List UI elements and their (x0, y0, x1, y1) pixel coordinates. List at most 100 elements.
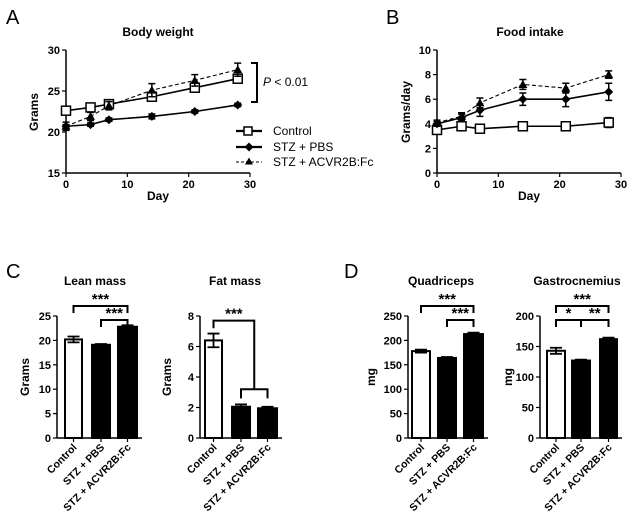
y-tick-label: 0 (425, 168, 431, 180)
legend-label: Control (273, 124, 312, 138)
y-tick-label: 2 (425, 143, 431, 155)
y-tick-label: 0 (528, 433, 534, 445)
error-bar (550, 346, 562, 355)
chart-title: Quadriceps (408, 274, 474, 288)
x-axis-label: Day (518, 189, 540, 203)
y-tick-label: 20 (39, 335, 51, 347)
panel-b-food-intake: Food intake Grams/day Day 0 2 4 6 8 10 0 10 20 30 (399, 25, 627, 203)
data-point-triangle (61, 121, 71, 130)
x-tick-label: 30 (615, 179, 627, 191)
series-stz-acvr2b-fc (61, 62, 243, 132)
y-tick-label: 6 (188, 342, 194, 354)
panel-letter-c: C (6, 261, 20, 283)
bar-stz-acvr2b-fc (463, 333, 484, 439)
y-tick-label: 10 (419, 45, 431, 57)
series-line (65, 69, 238, 127)
data-point-triangle (86, 111, 96, 120)
y-axis-label: Grams/day (399, 81, 413, 143)
data-point-diamond (233, 100, 243, 110)
significance-label: * (566, 305, 572, 322)
y-tick-label: 0 (45, 433, 51, 445)
data-point-triangle (604, 70, 614, 79)
p-threshold: < 0.01 (271, 75, 308, 89)
panel-letter-d: D (344, 261, 358, 283)
p-value-annotation: P < 0.01 (263, 75, 308, 89)
error-bar (441, 356, 453, 360)
data-point-triangle (561, 83, 571, 92)
error-bar (602, 336, 615, 342)
significance-label: *** (573, 291, 591, 308)
y-tick-label: 50 (522, 403, 534, 415)
significance-bracket: P < 0.01 (251, 62, 308, 103)
data-point-diamond (518, 94, 528, 104)
data-point-square (60, 105, 72, 116)
bar-control (204, 339, 223, 439)
significance-label: *** (105, 305, 123, 322)
error-bar (575, 358, 587, 363)
data-point-diamond (86, 120, 96, 130)
data-point-square (560, 121, 572, 132)
series-control (431, 116, 614, 136)
chart-title: Gastrocnemius (533, 274, 621, 288)
y-tick-label: 30 (48, 45, 60, 57)
legend: Control STZ + PBS STZ + ACVR2B:Fc (236, 124, 373, 169)
significance-bracket (580, 319, 610, 327)
data-point-triangle (432, 118, 442, 127)
significance-bracket (212, 319, 256, 390)
data-point-square (85, 102, 96, 113)
y-tick-label: 15 (39, 360, 51, 372)
p-symbol: P (263, 75, 271, 89)
series-line (436, 74, 609, 124)
panel-letter-b: B (386, 7, 399, 29)
data-point-diamond (561, 94, 571, 104)
y-tick-label: 15 (48, 168, 60, 180)
panel-d-quadriceps: Quadriceps mg 050100150200250ControlSTZ … (364, 274, 488, 514)
y-axis-label: mg (364, 368, 378, 386)
data-point-triangle (233, 65, 243, 74)
bar-stz-pbs (437, 356, 457, 439)
bar-stz-pbs (571, 359, 591, 439)
significance-label: *** (438, 291, 456, 308)
y-tick-label: 100 (384, 384, 402, 396)
y-tick-label: 25 (48, 86, 60, 98)
data-point-triangle (190, 75, 200, 84)
data-point-triangle (104, 101, 114, 110)
x-tick-label: 0 (434, 179, 440, 191)
y-tick-label: 4 (425, 119, 432, 131)
error-bar (207, 332, 220, 349)
square-open-marker (243, 126, 253, 136)
chart-title: Food intake (496, 25, 564, 39)
error-bar (67, 335, 80, 344)
y-tick-label: 200 (384, 335, 402, 347)
significance-label: ** (589, 305, 601, 322)
data-point-square (603, 117, 614, 128)
data-point-diamond (190, 107, 200, 116)
legend-label: STZ + PBS (273, 140, 333, 154)
y-tick-label: 50 (390, 409, 402, 421)
significance-bracket (100, 319, 129, 327)
significance-bracket (420, 305, 475, 313)
chart-title: Lean mass (64, 274, 126, 288)
error-bar (95, 343, 107, 347)
x-tick-label: 20 (554, 179, 566, 191)
y-tick-label: 4 (188, 372, 195, 384)
x-tick-label: 20 (183, 179, 195, 191)
error-bar (467, 331, 480, 337)
panel-letter-a: A (6, 7, 20, 29)
y-tick-label: 150 (384, 360, 402, 372)
panel-a-body-weight: Body weight Grams Day 15 20 25 30 0 10 20 30 Co… (27, 25, 373, 203)
bar-control (546, 349, 566, 439)
y-tick-label: 0 (188, 433, 194, 445)
bar-control (411, 350, 431, 439)
x-tick-label: 10 (121, 179, 133, 191)
bar-control (64, 338, 83, 440)
panel-d-gastrocnemius: Gastrocnemius mg 050100150200ControlSTZ … (501, 274, 622, 514)
data-point-triangle (518, 79, 528, 88)
y-tick-label: 25 (39, 311, 51, 323)
data-point-diamond (147, 111, 157, 121)
significance-label: *** (225, 306, 243, 323)
triangle-marker (245, 157, 253, 165)
y-axis-label: mg (501, 368, 515, 386)
